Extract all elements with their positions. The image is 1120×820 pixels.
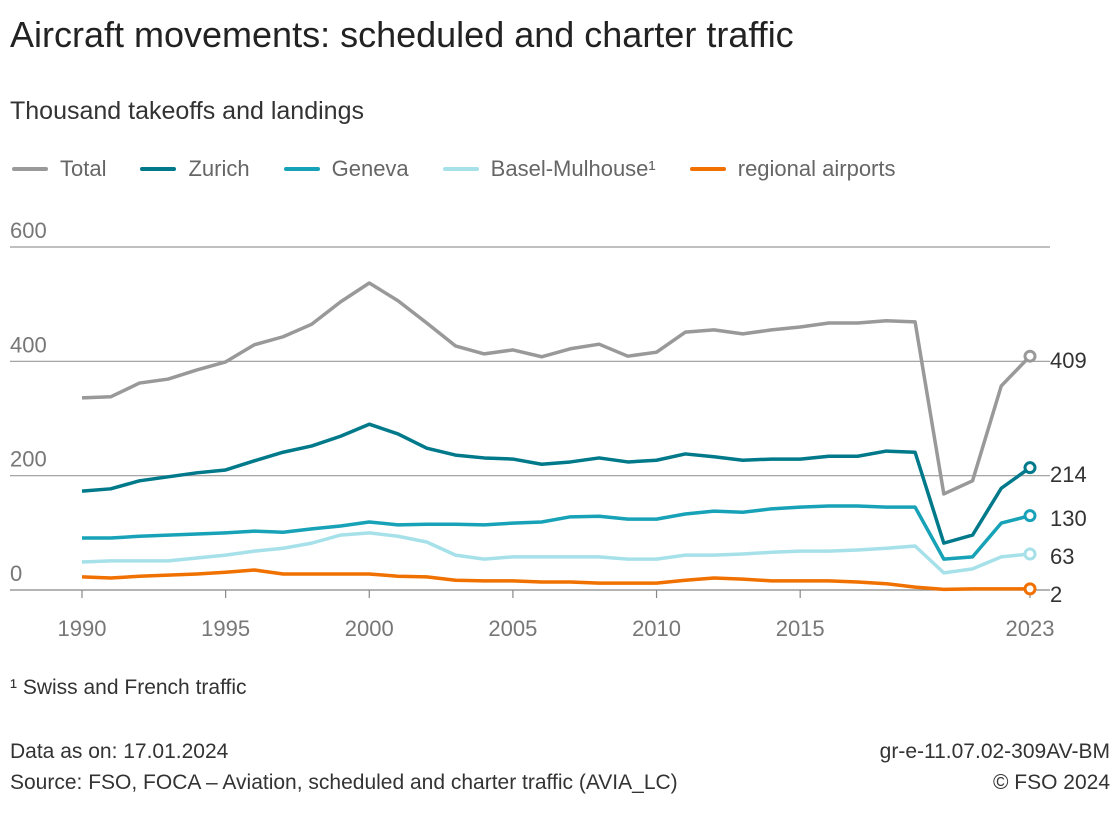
legend-swatch [283, 167, 320, 171]
copyright: © FSO 2024 [992, 771, 1110, 794]
x-tick-label: 1990 [58, 616, 107, 641]
end-point-marker [1023, 547, 1037, 561]
chart-subtitle: Thousand takeoffs and landings [10, 97, 364, 125]
end-point-marker [1023, 461, 1037, 475]
end-value-label: 130 [1050, 506, 1087, 531]
y-tick-label: 0 [10, 561, 22, 586]
legend-label: regional airports [737, 156, 896, 181]
end-point-marker [1023, 582, 1037, 596]
chart-title: Aircraft movements: scheduled and charte… [10, 14, 794, 55]
x-tick-label: 2023 [1006, 616, 1055, 641]
x-tick-label: 2000 [345, 616, 394, 641]
y-tick-label: 600 [10, 218, 47, 243]
y-tick-label: 400 [10, 332, 47, 357]
source-note: Source: FSO, FOCA – Aviation, scheduled … [10, 771, 678, 794]
series-line-regionalairports [81, 568, 1030, 592]
legend-label: Zurich [188, 156, 250, 181]
end-value-label: 409 [1050, 348, 1087, 373]
legend-item: regional airports [689, 156, 896, 182]
legend-label: Basel-Mulhouse¹ [490, 156, 656, 181]
legend-item: Geneva [283, 156, 409, 182]
footnote: ¹ Swiss and French traffic [10, 676, 247, 699]
legend-swatch [689, 167, 726, 171]
x-tick-label: 2005 [488, 616, 537, 641]
line-chart: 0 200 400 600 1990 1995 2000 2005 2010 2015 2023 40… [10, 218, 1087, 641]
y-tick-label: 200 [10, 447, 47, 472]
legend-item: Basel-Mulhouse¹ [442, 156, 656, 182]
x-tick-label: 2015 [776, 616, 825, 641]
end-value-label: 2 [1050, 582, 1062, 607]
graphic-code: gr-e-11.07.02-309AV-BM [879, 740, 1110, 763]
series-line-geneva [82, 504, 1031, 561]
end-value-label: 214 [1050, 462, 1087, 487]
end-value-label: 63 [1050, 544, 1074, 569]
end-point-marker [1023, 349, 1037, 363]
x-tick-label: 2010 [632, 616, 681, 641]
data-date: Data as on: 17.01.2024 [10, 740, 229, 763]
legend-swatch [12, 167, 48, 171]
legend-label: Geneva [331, 156, 409, 181]
legend: Total Zurich Geneva Basel-Mulhouse¹ regional… [12, 156, 896, 182]
legend-item: Zurich [140, 156, 250, 182]
end-point-marker [1023, 509, 1037, 523]
series-line-zurich [81, 422, 1032, 545]
legend-item: Total [12, 156, 106, 182]
legend-swatch [442, 167, 479, 171]
legend-swatch [140, 167, 177, 171]
series-line-baselmulhouse [81, 531, 1031, 575]
legend-label: Total [60, 156, 107, 181]
series-line-total [81, 281, 1032, 496]
x-tick-label: 1995 [201, 616, 250, 641]
